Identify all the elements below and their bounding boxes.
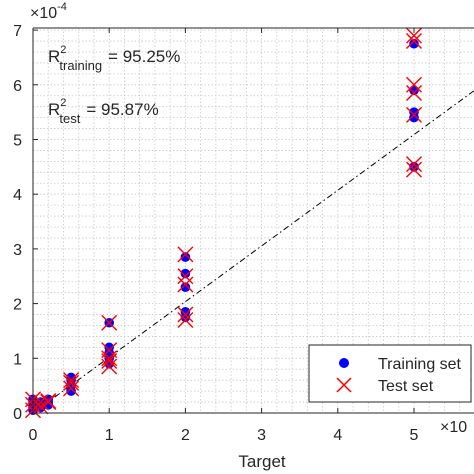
x-tick-label: 1 [105,427,114,444]
test-point-stroke [40,394,57,411]
test-point-stroke [177,268,194,285]
y-tick-label: 5 [13,133,22,150]
test-point [63,374,80,391]
test-point-stroke [63,380,80,397]
legend-training-label: Training set [378,356,462,373]
test-point [101,342,118,359]
test-point [63,372,80,389]
test-point [177,276,194,293]
test-point-stroke [406,156,422,173]
training-point [180,307,191,317]
test-point-stroke [63,374,80,391]
test-point-stroke [406,161,422,178]
test-point-stroke [101,314,118,331]
test-point [32,394,49,411]
test-point-stroke [177,312,194,329]
y-tick-labels: 0 1 2 3 4 5 6 7 [13,23,22,423]
test-point-stroke [177,246,194,263]
y-tick-label: 7 [13,23,22,40]
x-exponent-label: ×10 [440,419,467,436]
legend-test-marker [336,377,352,393]
r2-training-annotation: R2 training = 95.25% [48,44,180,73]
test-point-stroke [406,85,422,101]
test-point [177,246,194,263]
test-point [177,268,194,285]
y-exponent-label: ×10-4 [30,1,67,22]
test-point [406,27,422,44]
test-point [406,106,422,123]
y-tick-label: 6 [13,78,22,95]
y-tick-label: 0 [13,406,22,423]
test-point [406,33,422,50]
test-point-stroke [406,27,422,44]
test-point [40,392,57,409]
test-point-stroke [101,350,118,367]
x-tick-label: 0 [29,427,38,444]
test-point [101,350,118,367]
r2-test-annotation: R2 test = 95.87% [48,97,159,126]
y-tick-label: 2 [13,297,22,314]
legend: Training set Test set [308,344,472,403]
y-tick-label: 4 [13,187,22,204]
training-point [104,342,114,353]
test-point [40,394,57,411]
training-point [180,268,191,279]
x-tick-labels: 0 1 2 3 4 5 [29,427,419,444]
test-point-stroke [32,398,49,415]
test-point-stroke [406,76,422,93]
test-point [101,314,118,331]
test-point-stroke [32,394,49,411]
x-tick-label: 4 [333,427,342,444]
test-point-stroke [40,392,57,409]
y-tick-label: 3 [13,242,22,259]
legend-test-label: Test set [378,378,434,395]
x-axis-label: Target [238,452,286,471]
training-point [409,38,419,49]
test-point [406,156,422,173]
test-point-stroke [406,33,422,50]
axes [32,27,474,414]
test-point-stroke [63,372,80,389]
test-point [406,76,422,93]
x-tick-label: 5 [410,427,419,444]
training-point [180,252,191,262]
test-point [63,380,80,397]
test-point-stroke [101,358,118,375]
test-point [177,306,194,323]
test-point [406,161,422,178]
training-point [180,282,191,292]
test-series [25,27,422,419]
x-tick-label: 3 [257,427,266,444]
test-point-stroke [177,276,194,293]
training-point [409,162,419,172]
y-tick-label: 1 [13,351,22,368]
training-point [409,107,419,117]
test-point-stroke [406,106,422,123]
x-tick-label: 2 [181,427,190,444]
fit-line [32,90,474,414]
test-point [406,85,422,101]
legend-training-marker [339,358,349,368]
test-point [177,312,194,329]
test-point-stroke [177,306,194,323]
legend-box [308,344,472,403]
test-point [32,398,49,415]
test-point [101,358,118,375]
test-point-stroke [101,342,118,359]
